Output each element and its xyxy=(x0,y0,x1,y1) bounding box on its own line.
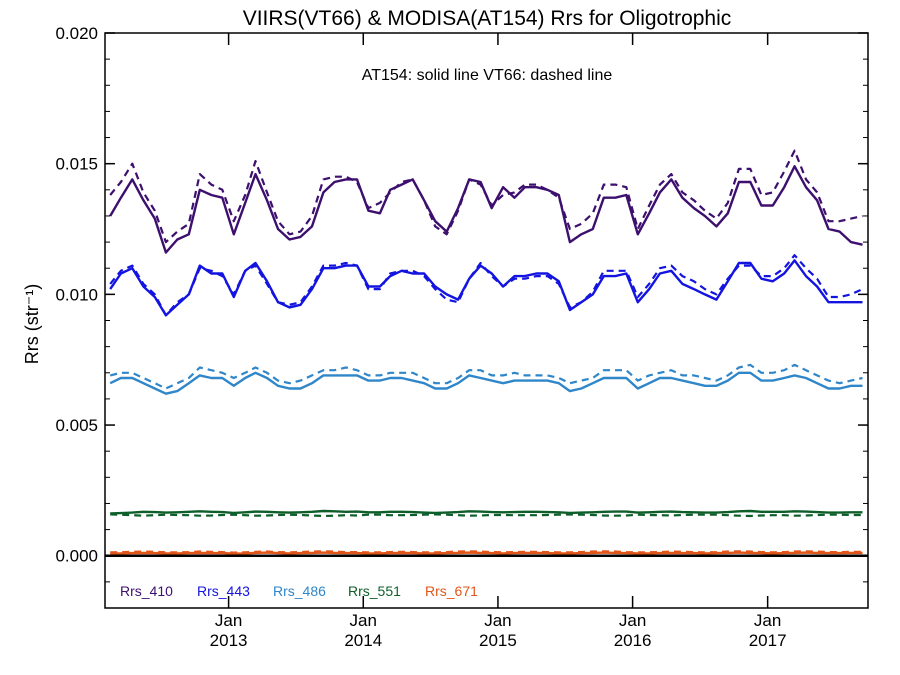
plot-frame xyxy=(104,32,869,609)
x-tick-label-year: 2017 xyxy=(749,631,787,650)
y-tick-label: 0.005 xyxy=(55,416,98,435)
y-tick-label: 0.010 xyxy=(55,285,98,304)
series-line-rrs_551-solid xyxy=(110,509,863,515)
x-tick-label-month: Jan xyxy=(350,611,377,630)
x-tick-label-year: 2013 xyxy=(210,631,248,650)
legend-entry-rrs_551: Rrs_551 xyxy=(348,583,401,599)
y-tick-label: 0.015 xyxy=(55,155,98,174)
x-tick-label-month: Jan xyxy=(484,611,511,630)
x-tick-label-month: Jan xyxy=(215,611,242,630)
series-line-rrs_671-solid xyxy=(110,551,863,555)
x-tick-label-year: 2016 xyxy=(614,631,652,650)
series-group xyxy=(109,149,863,555)
series-line-rrs_443-dashed xyxy=(109,254,863,317)
series-line-rrs_486-dashed xyxy=(109,363,863,390)
line-style-annotation: AT154: solid line VT66: dashed line xyxy=(362,67,613,84)
x-tick-label-year: 2015 xyxy=(479,631,517,650)
y-tick-label: 0.000 xyxy=(55,547,98,566)
y-tick-label: 0.020 xyxy=(55,24,98,43)
legend: Rrs_410 Rrs_443 Rrs_486 Rrs_551 Rrs_671 xyxy=(120,583,478,599)
legend-entry-rrs_443: Rrs_443 xyxy=(197,583,250,599)
x-tick-label-month: Jan xyxy=(619,611,646,630)
x-tick-label-month: Jan xyxy=(754,611,781,630)
series-line-rrs_443-solid xyxy=(109,259,863,317)
series-line-rrs_551-dashed xyxy=(110,513,863,518)
axes: 0.0000.0050.0100.0150.020Jan2013Jan2014J… xyxy=(55,24,868,650)
y-axis-label: Rrs (str⁻¹) xyxy=(22,284,42,364)
legend-entry-rrs_410: Rrs_410 xyxy=(120,583,173,599)
series-line-rrs_410-solid xyxy=(109,165,863,254)
series-line-rrs_486-solid xyxy=(109,371,863,395)
legend-entry-rrs_486: Rrs_486 xyxy=(273,583,326,599)
legend-entry-rrs_671: Rrs_671 xyxy=(425,583,478,599)
x-tick-label-year: 2014 xyxy=(344,631,382,650)
chart-title: VIIRS(VT66) & MODISA(AT154) Rrs for Olig… xyxy=(243,7,732,30)
